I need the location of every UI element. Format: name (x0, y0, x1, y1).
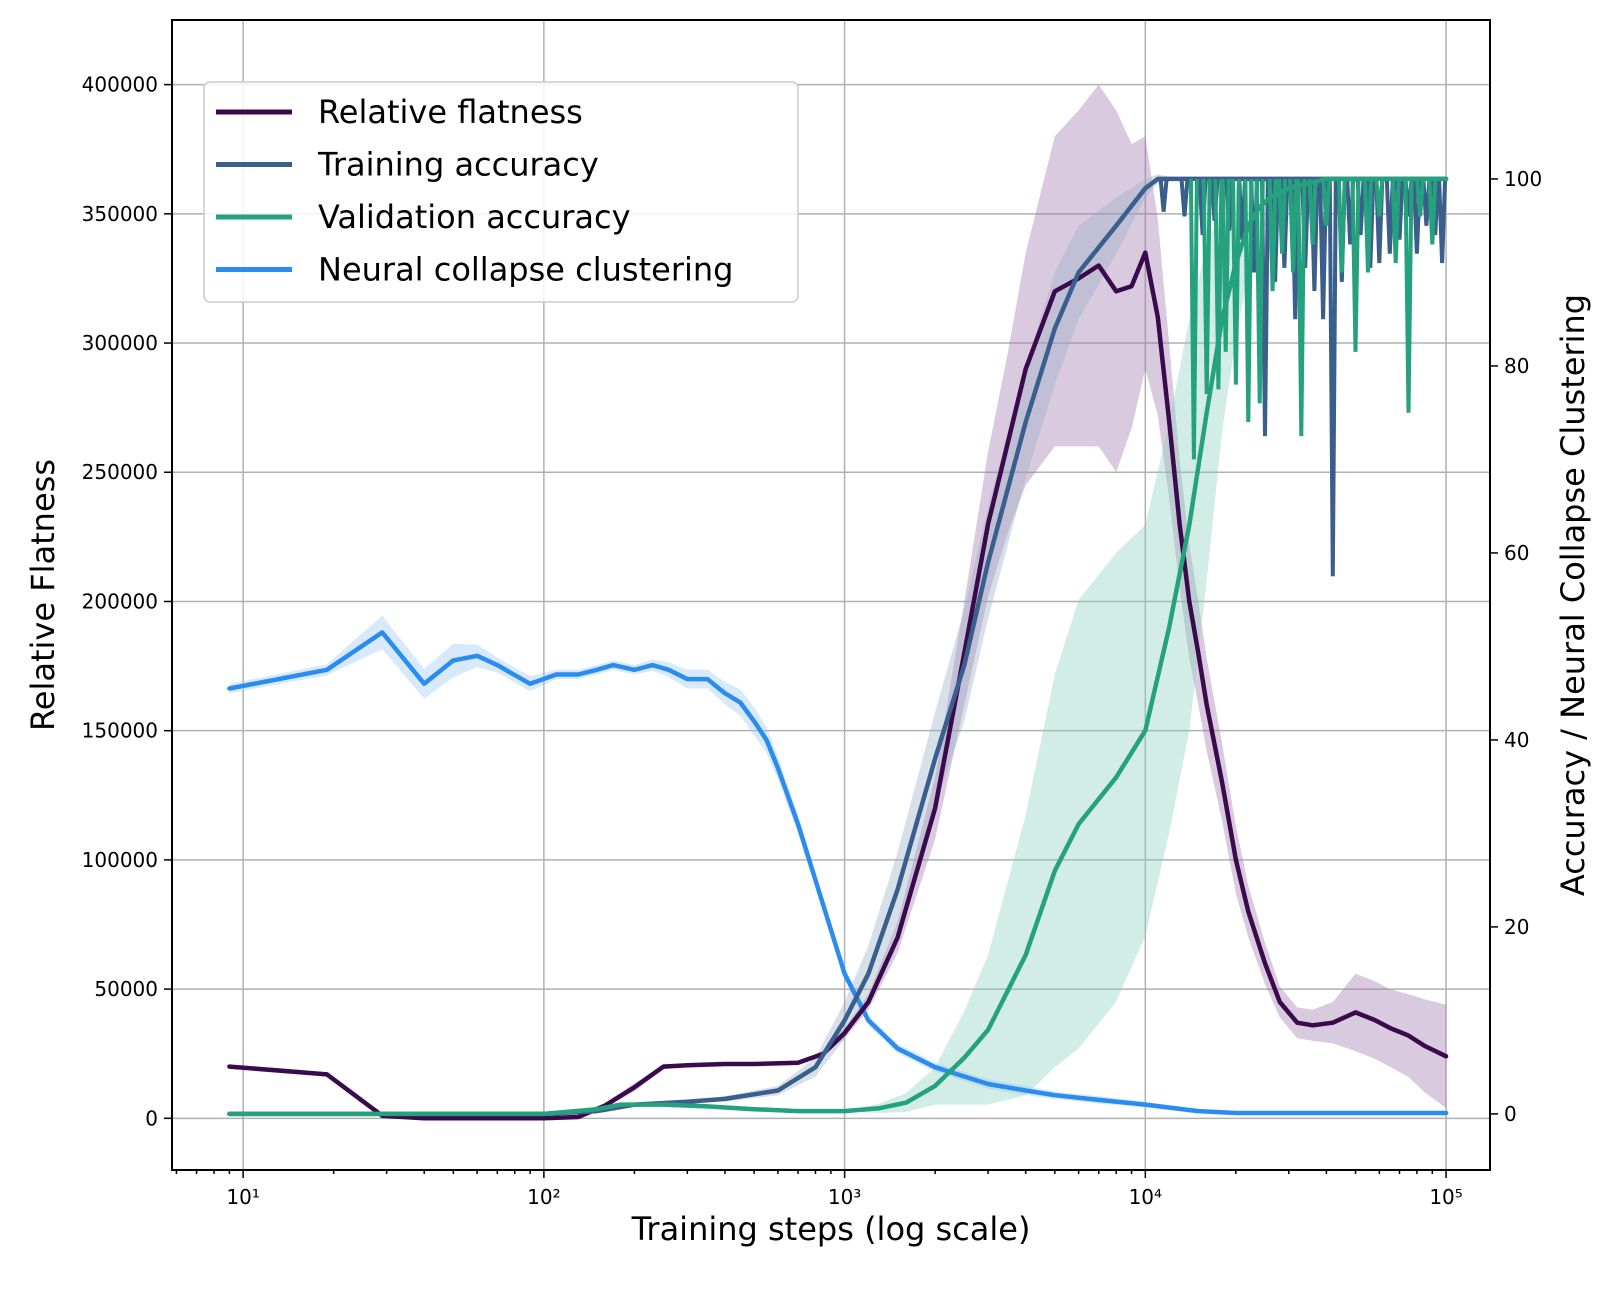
data-point-dip (1254, 178, 1265, 404)
legend-label: Training accuracy (317, 146, 599, 184)
y-tick-label: 100000 (82, 848, 158, 872)
data-point-dip (1220, 178, 1231, 352)
series-line (227, 250, 1449, 1121)
data-point-dip (1267, 178, 1278, 292)
data-point-dip (1336, 178, 1347, 273)
legend: Relative flatness Training accuracy Valida… (203, 81, 799, 303)
x-tick-label: 10¹ (226, 1185, 259, 1209)
y-tick-label: 200000 (82, 589, 158, 613)
x-tick-label: 10³ (828, 1185, 861, 1209)
y2-axis-title: Accuracy / Neural Collapse Clustering (1554, 294, 1592, 896)
y-tick-label: 150000 (82, 719, 158, 743)
data-point-dip (1327, 178, 1338, 577)
data-point-dip (1427, 178, 1438, 245)
legend-label: Relative flatness (318, 93, 583, 131)
y2-tick-label: 0 (1504, 1102, 1517, 1126)
y-tick-label: 250000 (82, 460, 158, 484)
data-point-dip (1201, 178, 1212, 395)
data-point-dip (1179, 178, 1190, 217)
data-point-dip (1288, 178, 1299, 273)
y2-tick-label: 20 (1504, 915, 1529, 939)
data-point-dip (1213, 178, 1224, 390)
data-point-dip (1415, 178, 1426, 217)
y-tick-label: 350000 (82, 202, 158, 226)
y-tick-label: 50000 (94, 977, 158, 1001)
data-point-dip (1437, 178, 1448, 264)
data-point-dip (1363, 178, 1373, 273)
y2-tick-label: 80 (1504, 354, 1529, 378)
data-point-dip (1390, 178, 1401, 264)
data-point-dip (1277, 178, 1288, 254)
axis-ticks: 10¹ 10² 10³ 10⁴ 10⁵ 0 50000 100000 150000 200000 2… (82, 73, 1543, 1209)
x-tick-label: 10⁴ (1129, 1185, 1162, 1209)
data-point-dip (1321, 178, 1332, 226)
x-axis-title: Training steps (log scale) (631, 1210, 1031, 1248)
y-tick-label: 300000 (82, 331, 158, 355)
series-lines (227, 176, 1449, 1121)
y2-tick-label: 100 (1504, 167, 1542, 191)
y-tick-label: 400000 (82, 73, 158, 97)
data-point-dip (1243, 178, 1254, 423)
data-point-dip (1374, 178, 1385, 217)
data-point-dip (1296, 178, 1307, 437)
data-point-dip (1403, 178, 1414, 413)
legend-label: Neural collapse clustering (318, 251, 733, 289)
legend-label: Validation accuracy (318, 198, 631, 236)
x-tick-label: 10² (527, 1185, 560, 1209)
band-relative-flatness (229, 84, 1447, 1119)
band-validation-accuracy (229, 178, 1447, 1114)
data-point-dip (1350, 178, 1361, 352)
confidence-bands (229, 84, 1447, 1119)
series-neural-collapse-clustering (227, 630, 1449, 1116)
y-tick-label: 0 (145, 1106, 158, 1130)
series-line (227, 176, 1449, 1117)
x-tick-label: 10⁵ (1429, 1185, 1462, 1209)
y2-tick-label: 40 (1504, 728, 1529, 752)
y-axis-title: Relative Flatness (24, 459, 62, 731)
series-relative-flatness (227, 250, 1449, 1121)
y2-tick-label: 60 (1504, 541, 1529, 565)
data-point-dip (1307, 178, 1318, 245)
legend-box (203, 81, 799, 303)
data-point-dip (1230, 178, 1241, 385)
data-point-dip (1188, 178, 1199, 460)
data-point-dip (1158, 178, 1169, 212)
series-validation-accuracy (227, 176, 1449, 1117)
series-line (227, 630, 1449, 1116)
